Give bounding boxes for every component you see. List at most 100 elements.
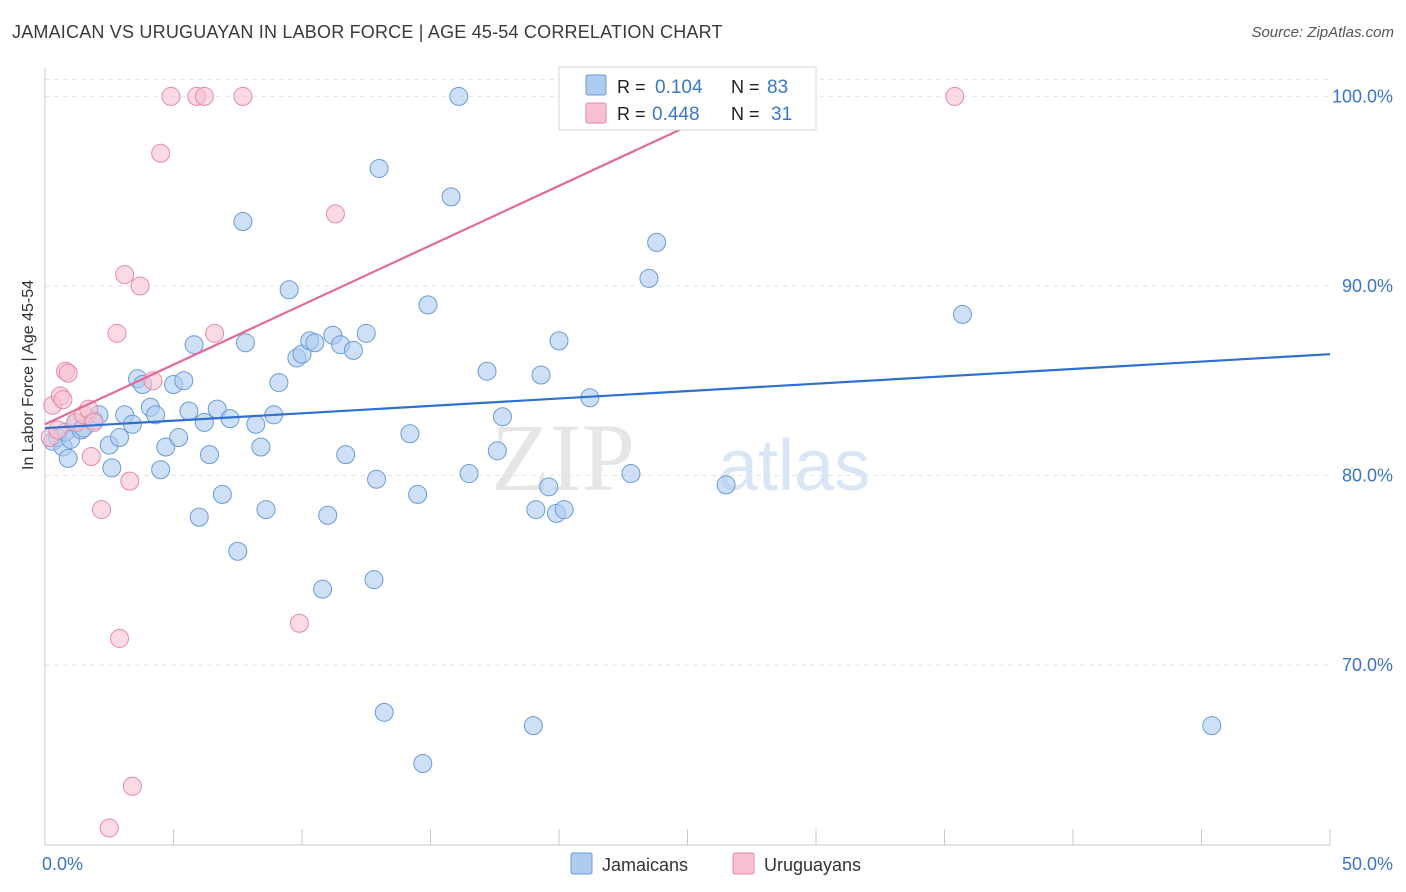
jamaicans-point-72 [549,331,569,351]
watermark-atlas: atlas [718,426,870,506]
legend-r-label-2: R = [617,104,646,124]
legend-n-label-1: N = [731,77,760,97]
legend-uruguayans-label: Uruguayans [764,855,861,875]
x-tick-label-max: 50.0% [1342,854,1393,874]
jamaicans-point-67 [523,716,543,736]
legend-series: Jamaicans Uruguayans [570,852,861,875]
jamaicans-point-78 [716,475,736,495]
jamaicans-point-25 [179,401,199,421]
jamaicans-point-47 [318,505,338,525]
source-label: Source: ZipAtlas.com [1251,24,1394,41]
uruguayans-point-27 [289,613,309,633]
uruguayans-point-4 [53,390,73,410]
watermark: ZIP atlas [491,404,870,511]
legend-jamaicans-r: 0.104 [655,77,703,98]
jamaicans-point-21 [156,437,176,457]
jamaicans-point-12 [102,458,122,478]
jamaicans-point-23 [169,428,189,448]
jamaicans-point-51 [343,340,363,360]
uruguayans-point-24 [194,86,214,106]
jamaicans-point-69 [531,365,551,385]
uruguayans-point-22 [161,86,181,106]
uruguayans-point-16 [115,265,135,285]
jamaicans-point-4 [58,448,78,468]
jamaicans-point-45 [305,333,325,353]
jamaicans-point-13 [110,428,130,448]
legend-jamaicans-n: 83 [767,77,788,98]
uruguayans-point-17 [120,471,140,491]
trend-lines [44,95,1331,430]
jamaicans-point-61 [441,187,461,207]
jamaicans-point-27 [189,507,209,527]
jamaicans-point-77 [647,232,667,252]
uruguayans-point-18 [122,776,142,796]
jamaicans-point-26 [184,335,204,355]
jamaicans-point-56 [374,702,394,722]
jamaicans-point-40 [269,373,289,393]
jamaicans-point-58 [408,484,428,504]
jamaicans-point-64 [477,361,497,381]
jamaicans-point-68 [526,500,546,520]
jamaicans-point-35 [235,333,255,353]
jamaicans-point-41 [279,280,299,300]
uruguayans-point-21 [151,143,171,163]
jamaicans-point-36 [246,414,266,434]
uruguayans-point-26 [233,86,253,106]
jamaicans-point-46 [313,579,333,599]
legend-jamaicans-swatch [585,74,607,96]
jamaicans-point-81 [952,304,972,324]
uruguayans-point-28 [325,204,345,224]
y-tick-label-90: 90.0% [1342,276,1393,296]
jamaicans-point-73 [554,500,574,520]
jamaicans-point-38 [256,500,276,520]
jamaicans-trend-line [44,353,1331,430]
jamaicans-point-65 [487,441,507,461]
jamaicans-point-53 [364,570,384,590]
jamaicans-point-31 [212,484,232,504]
jamaicans-point-59 [413,754,433,774]
jamaicans-point-20 [151,460,171,480]
jamaicans-point-63 [459,464,479,484]
jamaicans-points [43,86,1222,774]
uruguayans-point-11 [84,412,104,432]
tick-labels: 70.0% 80.0% 90.0% 100.0% 0.0% 50.0% [42,86,1393,874]
jamaicans-point-62 [449,86,469,106]
legend-bottom-jamaicans-swatch [570,852,593,875]
uruguayans-point-19 [130,276,150,296]
jamaicans-point-52 [356,323,376,343]
uruguayans-points [40,86,965,838]
chart-title: JAMAICAN VS URUGUAYAN IN LABOR FORCE | A… [12,22,723,42]
legend-n-label-2: N = [731,104,760,124]
legend-stats: R = 0.104 N = 83 R = 0.448 N = 31 [558,66,817,131]
uruguayans-point-15 [110,628,130,648]
jamaicans-point-66 [492,407,512,427]
jamaicans-point-82 [1202,716,1222,736]
y-tick-label-70: 70.0% [1342,655,1393,675]
jamaicans-point-34 [233,212,253,232]
jamaicans-point-24 [174,371,194,391]
jamaicans-point-57 [400,424,420,444]
legend-uruguayans-r: 0.448 [652,104,700,125]
jamaicans-point-54 [367,469,387,489]
axes [44,68,1331,846]
jamaicans-point-33 [228,541,248,561]
uruguayans-point-6 [58,363,78,383]
x-tick-label-min: 0.0% [42,854,83,874]
legend-r-label-1: R = [617,77,646,97]
y-tick-label-80: 80.0% [1342,465,1393,485]
jamaicans-point-75 [621,464,641,484]
legend-bottom-uruguayans-swatch [732,852,755,875]
jamaicans-point-29 [199,445,219,465]
uruguayans-point-14 [107,323,127,343]
jamaicans-point-55 [369,158,389,178]
uruguayans-point-10 [81,447,101,466]
jamaicans-point-70 [539,477,559,497]
uruguayans-trend-line [44,95,753,426]
uruguayans-point-25 [205,323,225,343]
uruguayans-point-13 [99,818,119,838]
jamaicans-point-76 [639,268,659,288]
jamaicans-point-19 [146,405,166,425]
watermark-zip: ZIP [491,404,635,511]
uruguayans-point-30 [945,86,965,106]
